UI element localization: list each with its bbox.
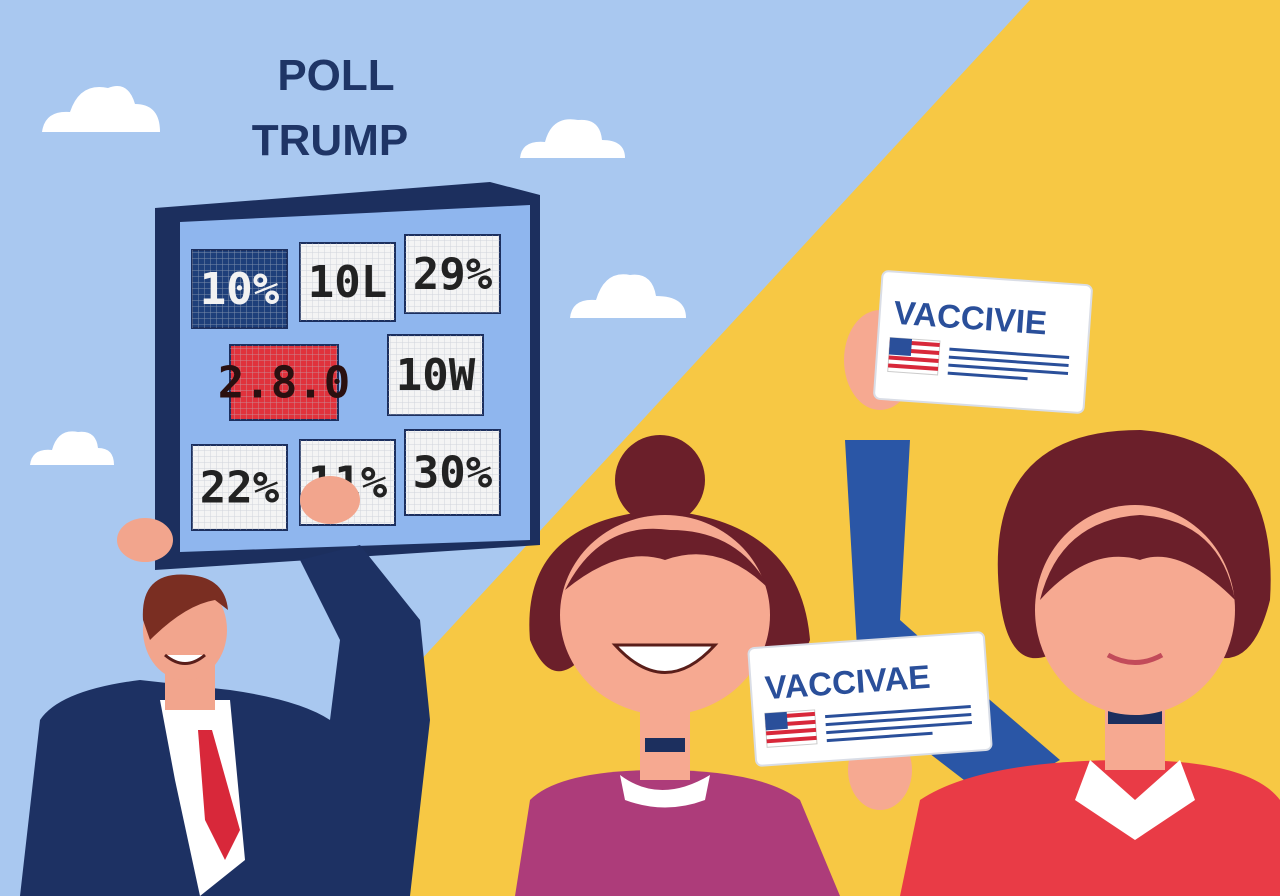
sign-card — [873, 270, 1093, 414]
clouds-part — [570, 274, 686, 318]
cell-text: 10W — [396, 350, 476, 401]
vaccine-sign: VACCIVAE — [747, 631, 993, 767]
cell-grid — [405, 430, 500, 515]
heading-line: TRUMP — [252, 116, 408, 165]
flag-stripe — [766, 727, 817, 736]
cell-text: 30% — [413, 448, 493, 499]
woman-right-part — [1106, 652, 1164, 665]
clouds — [30, 86, 686, 465]
woman-center-part — [611, 643, 719, 674]
woman-center — [515, 435, 840, 896]
man — [20, 476, 430, 896]
cell-grid — [192, 445, 287, 530]
flag-canton — [764, 711, 788, 731]
text-line — [825, 704, 971, 719]
heading-line: POLL — [277, 51, 394, 100]
cell-text: 10L — [308, 257, 387, 308]
cell-grid — [388, 335, 483, 415]
cell-text: 10% — [200, 264, 280, 315]
flag-stripe — [887, 363, 939, 371]
cell-text: 29% — [413, 249, 493, 300]
woman-right-part — [1075, 760, 1195, 840]
woman-center-part — [645, 738, 685, 752]
text-line — [826, 731, 933, 743]
text-line — [949, 347, 1070, 360]
man-part — [300, 476, 360, 524]
cell-grid — [192, 250, 287, 328]
woman-center-part — [620, 775, 710, 808]
clouds-part — [42, 86, 160, 132]
flag-canton — [888, 337, 913, 357]
text-line — [826, 720, 972, 735]
vaccine-sign: VACCIVIE — [873, 270, 1093, 414]
woman-center-part — [565, 528, 770, 590]
text-line — [948, 355, 1069, 368]
man-part — [198, 730, 240, 860]
woman-center-part — [615, 435, 705, 525]
cell-text: 22% — [200, 463, 280, 514]
text-line — [948, 363, 1069, 376]
man-part — [164, 653, 206, 665]
woman-center-part — [560, 515, 770, 715]
clouds-part — [520, 119, 625, 158]
man-part — [142, 574, 228, 640]
flag-stripe — [888, 355, 939, 363]
cell-grid — [230, 345, 338, 420]
woman-center-part — [515, 770, 840, 896]
man-part — [117, 518, 173, 562]
heading: POLL TRUMP — [252, 51, 408, 165]
signs: VACCIVIE VACCIVAE — [747, 270, 1093, 767]
text-line — [947, 371, 1028, 381]
background-part — [203, 0, 1280, 896]
text-line — [825, 712, 972, 727]
cell-text: 2.8.0 — [218, 358, 350, 409]
cell-grid — [405, 235, 500, 313]
woman-right-part — [1040, 515, 1235, 600]
cell-grid — [300, 243, 395, 321]
flag-stripe — [766, 735, 817, 744]
clouds-part — [30, 431, 114, 465]
